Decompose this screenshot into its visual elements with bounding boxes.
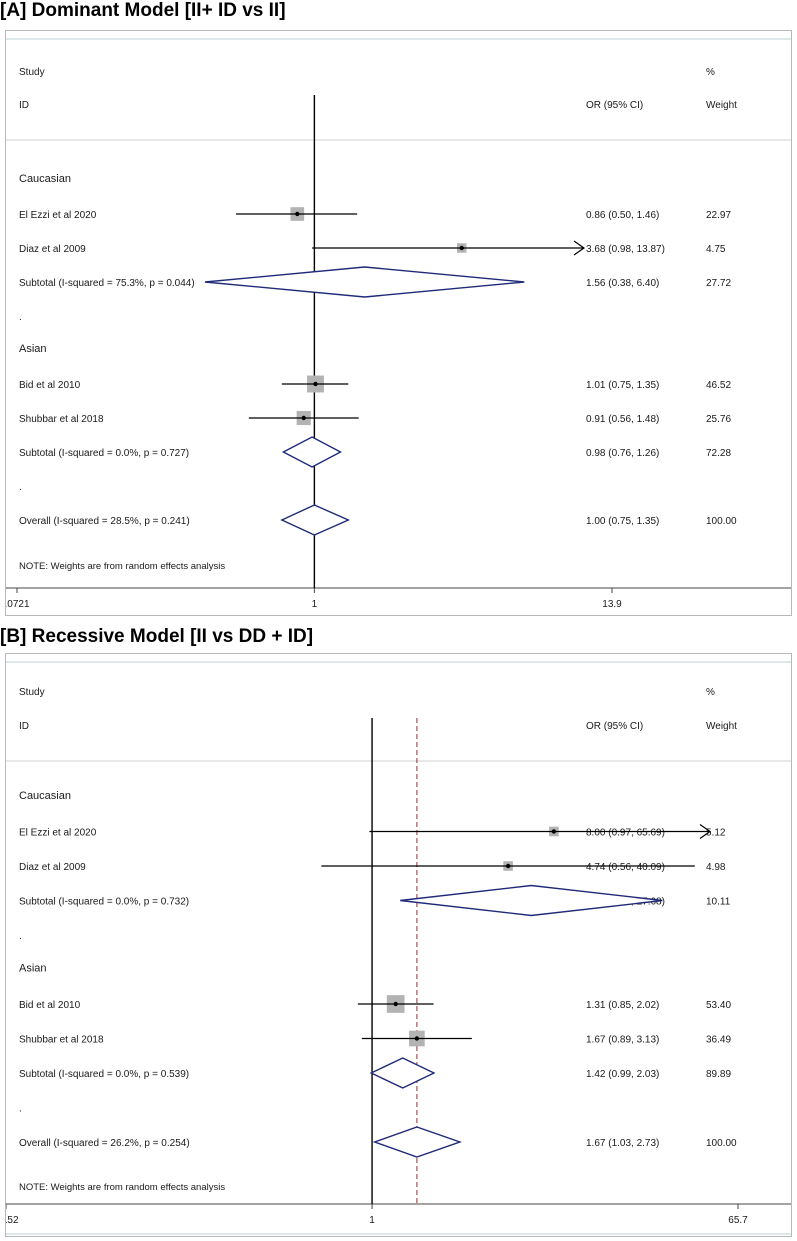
- study-label: Diaz et al 2009: [19, 862, 86, 873]
- overall-label: Overall (I-squared = 26.2%, p = 0.254): [19, 1138, 190, 1149]
- subtotal-diamond: [400, 884, 663, 917]
- footnote: NOTE: Weights are from random effects an…: [19, 1182, 225, 1193]
- ci-value: 1.00 (0.75, 1.35): [586, 516, 659, 527]
- header-percent: %: [706, 687, 715, 698]
- x-tick-label: 13.9: [602, 599, 622, 610]
- subgroup-label: Caucasian: [19, 790, 71, 802]
- forest-plot-a: Study ID OR (95% CI)% Weight Caucasian El Ezz…: [4, 38, 791, 619]
- weight-value: 5.12: [706, 828, 726, 839]
- ci-value: 1.31 (0.85, 2.02): [586, 1000, 659, 1011]
- ci-value: 0.98 (0.76, 1.26): [586, 448, 659, 459]
- panel-b-frame: Study ID OR (95% CI)% Weight Caucasian El Ezz…: [0, 653, 792, 1237]
- spacer-dot: .: [19, 482, 22, 493]
- overall-label: Overall (I-squared = 28.5%, p = 0.241): [19, 516, 190, 527]
- forest-plot-b: Study ID OR (95% CI)% Weight Caucasian El Ezz…: [0, 661, 791, 1235]
- ci-value: 0.91 (0.56, 1.48): [586, 414, 659, 425]
- ci-value: 3.68 (0.98, 13.87): [586, 244, 665, 255]
- ci-value: 4.74 (0.56, 40.09): [586, 862, 665, 873]
- subgroup-label: Asian: [19, 343, 47, 355]
- weight-value: 10.11: [706, 897, 731, 908]
- weight-value: 53.40: [706, 1000, 731, 1011]
- ci-arrow: [699, 824, 712, 839]
- header-or: OR (95% CI): [586, 100, 643, 111]
- subgroup-label: Asian: [19, 963, 47, 975]
- subtotal-label: Subtotal (I-squared = 0.0%, p = 0.539): [19, 1069, 189, 1080]
- header-or: OR (95% CI): [586, 721, 643, 732]
- point-estimate: [295, 211, 300, 217]
- point-estimate: [313, 381, 318, 387]
- ci-value: 1.67 (0.89, 3.13): [586, 1035, 659, 1046]
- subtotal-diamond: [204, 266, 525, 298]
- weight-value: 100.00: [706, 1138, 737, 1149]
- subtotal-label: Subtotal (I-squared = 0.0%, p = 0.727): [19, 448, 189, 459]
- subtotal-label: Subtotal (I-squared = 0.0%, p = 0.732): [19, 897, 189, 908]
- point-estimate: [301, 415, 306, 421]
- header-id: ID: [19, 721, 29, 732]
- overall-diamond: [372, 1126, 462, 1158]
- point-estimate: [505, 863, 511, 869]
- study-label: Diaz et al 2009: [19, 244, 86, 255]
- spacer-dot: .: [19, 931, 22, 942]
- weight-value: 89.89: [706, 1069, 731, 1080]
- weight-value: 36.49: [706, 1035, 731, 1046]
- study-label: El Ezzi et al 2020: [19, 828, 97, 839]
- header-study: Study: [19, 687, 45, 698]
- study-label: Bid et al 2010: [19, 380, 81, 391]
- x-tick-label: .0721: [6, 599, 30, 610]
- weight-value: 27.72: [706, 278, 731, 289]
- study-label: Shubbar et al 2018: [19, 414, 104, 425]
- study-label: Bid et al 2010: [19, 1000, 81, 1011]
- panel-a-title: [A] Dominant Model [II+ ID vs II]: [0, 0, 286, 21]
- x-tick-label: 1: [369, 1215, 375, 1226]
- ci-value: 1.56 (0.38, 6.40): [586, 278, 659, 289]
- panel-b-title: [B] Recessive Model [II vs DD + ID]: [0, 626, 314, 647]
- ci-arrow: [573, 240, 586, 256]
- overall-diamond: [280, 504, 351, 536]
- subtotal-diamond: [369, 1057, 436, 1089]
- ci-value: 1.42 (0.99, 2.03): [586, 1069, 659, 1080]
- x-tick-label: .0152: [6, 1215, 19, 1226]
- subgroup-label: Caucasian: [19, 173, 71, 185]
- header-study: Study: [19, 67, 45, 78]
- weight-value: 4.75: [706, 244, 726, 255]
- weight-value: 25.76: [706, 414, 731, 425]
- weight-value: 46.52: [706, 380, 731, 391]
- point-estimate: [393, 1001, 398, 1007]
- ci-value: 1.67 (1.03, 2.73): [586, 1138, 659, 1149]
- header-percent: %: [706, 67, 715, 78]
- subtotal-label: Subtotal (I-squared = 75.3%, p = 0.044): [19, 278, 195, 289]
- weight-value: 22.97: [706, 210, 731, 221]
- weight-value: 72.28: [706, 448, 731, 459]
- x-tick-label: 65.7: [728, 1215, 748, 1226]
- header-id: ID: [19, 100, 29, 111]
- ci-value: 1.01 (0.75, 1.35): [586, 380, 659, 391]
- study-label: El Ezzi et al 2020: [19, 210, 97, 221]
- header-weight: Weight: [706, 100, 737, 111]
- x-tick-label: 1: [312, 599, 318, 610]
- spacer-dot: .: [19, 312, 22, 323]
- spacer-dot: .: [19, 1104, 22, 1115]
- weight-value: 100.00: [706, 516, 737, 527]
- panel-a-frame: Study ID OR (95% CI)% Weight Caucasian El Ezz…: [4, 30, 792, 619]
- footnote: NOTE: Weights are from random effects an…: [19, 561, 225, 572]
- subtotal-diamond: [281, 436, 343, 468]
- header-weight: Weight: [706, 721, 737, 732]
- ci-value: 0.86 (0.50, 1.46): [586, 210, 659, 221]
- weight-value: 4.98: [706, 862, 726, 873]
- study-label: Shubbar et al 2018: [19, 1035, 104, 1046]
- point-estimate: [414, 1036, 420, 1041]
- point-estimate: [459, 245, 464, 251]
- ci-value: 8.00 (0.97, 65.69): [586, 828, 665, 839]
- point-estimate: [551, 829, 557, 834]
